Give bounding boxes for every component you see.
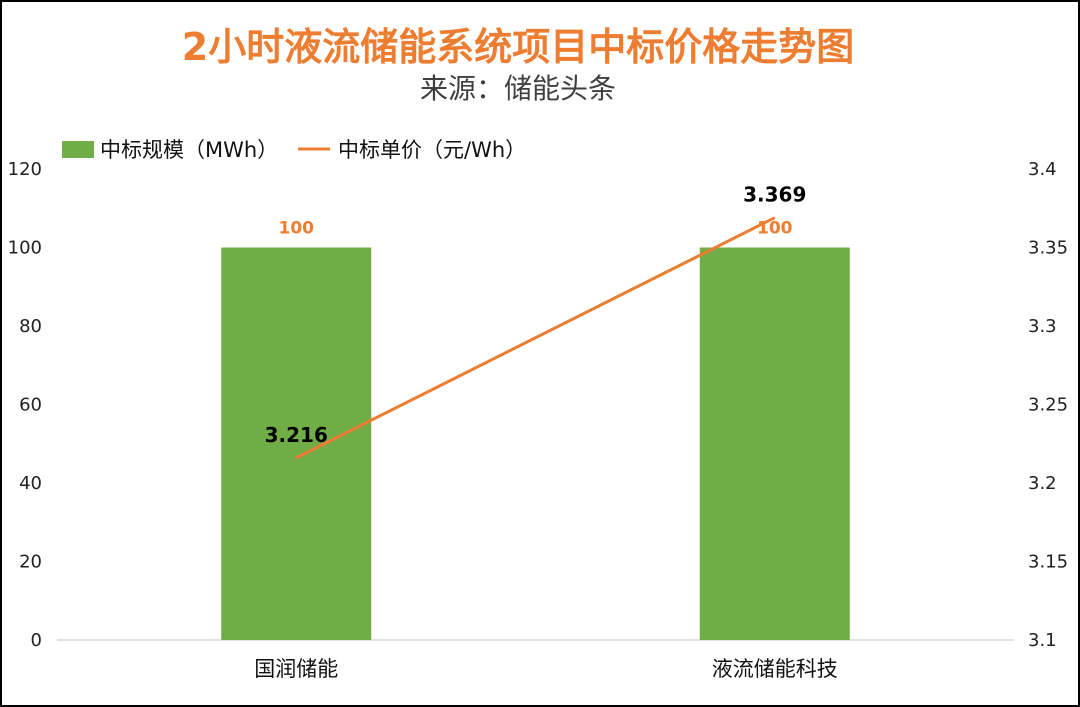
- chart-title: 2小时液流储能系统项目中标价格走势图: [182, 25, 854, 69]
- right-tick-label: 3.35: [1028, 238, 1068, 259]
- category-label: 液流储能科技: [712, 657, 838, 681]
- category-label: 国润储能: [254, 657, 338, 681]
- right-y-axis: 3.1 3.15 3.2 3.25 3.3 3.35 3.4: [1028, 159, 1068, 651]
- left-tick-label: 120: [8, 159, 42, 180]
- left-tick-label: 0: [31, 630, 42, 651]
- x-axis-categories: 国润储能 液流储能科技: [254, 657, 838, 681]
- left-tick-label: 40: [19, 473, 42, 494]
- right-tick-label: 3.1: [1028, 630, 1057, 651]
- right-tick-label: 3.25: [1028, 395, 1068, 416]
- price-line: [295, 216, 776, 460]
- bar-data-labels: 100 100: [279, 219, 793, 239]
- right-tick-label: 3.15: [1028, 552, 1068, 573]
- left-y-axis: 0 20 40 60 80 100 120: [8, 159, 42, 651]
- right-tick-label: 3.2: [1028, 473, 1057, 494]
- bar: [221, 247, 372, 640]
- line-value-label: 3.216: [265, 423, 328, 447]
- bar-value-label: 100: [279, 219, 315, 239]
- left-tick-label: 60: [19, 395, 42, 416]
- right-tick-label: 3.4: [1028, 159, 1057, 180]
- bar: [699, 247, 850, 640]
- right-tick-label: 3.3: [1028, 316, 1057, 337]
- bar-value-label: 100: [757, 219, 793, 239]
- bar-series: [221, 247, 850, 640]
- left-tick-label: 20: [19, 552, 42, 573]
- legend-bar-swatch: [62, 141, 94, 158]
- legend-bar-label: 中标规模（MWh）: [100, 138, 278, 162]
- left-tick-label: 100: [8, 238, 42, 259]
- legend: 中标规模（MWh） 中标单价（元/Wh）: [62, 138, 526, 162]
- line-series: 3.216 3.369: [265, 183, 806, 460]
- line-value-label: 3.369: [743, 183, 806, 207]
- legend-line-label: 中标单价（元/Wh）: [338, 138, 526, 162]
- left-tick-label: 80: [19, 316, 42, 337]
- chart-subtitle: 来源：储能头条: [420, 72, 616, 105]
